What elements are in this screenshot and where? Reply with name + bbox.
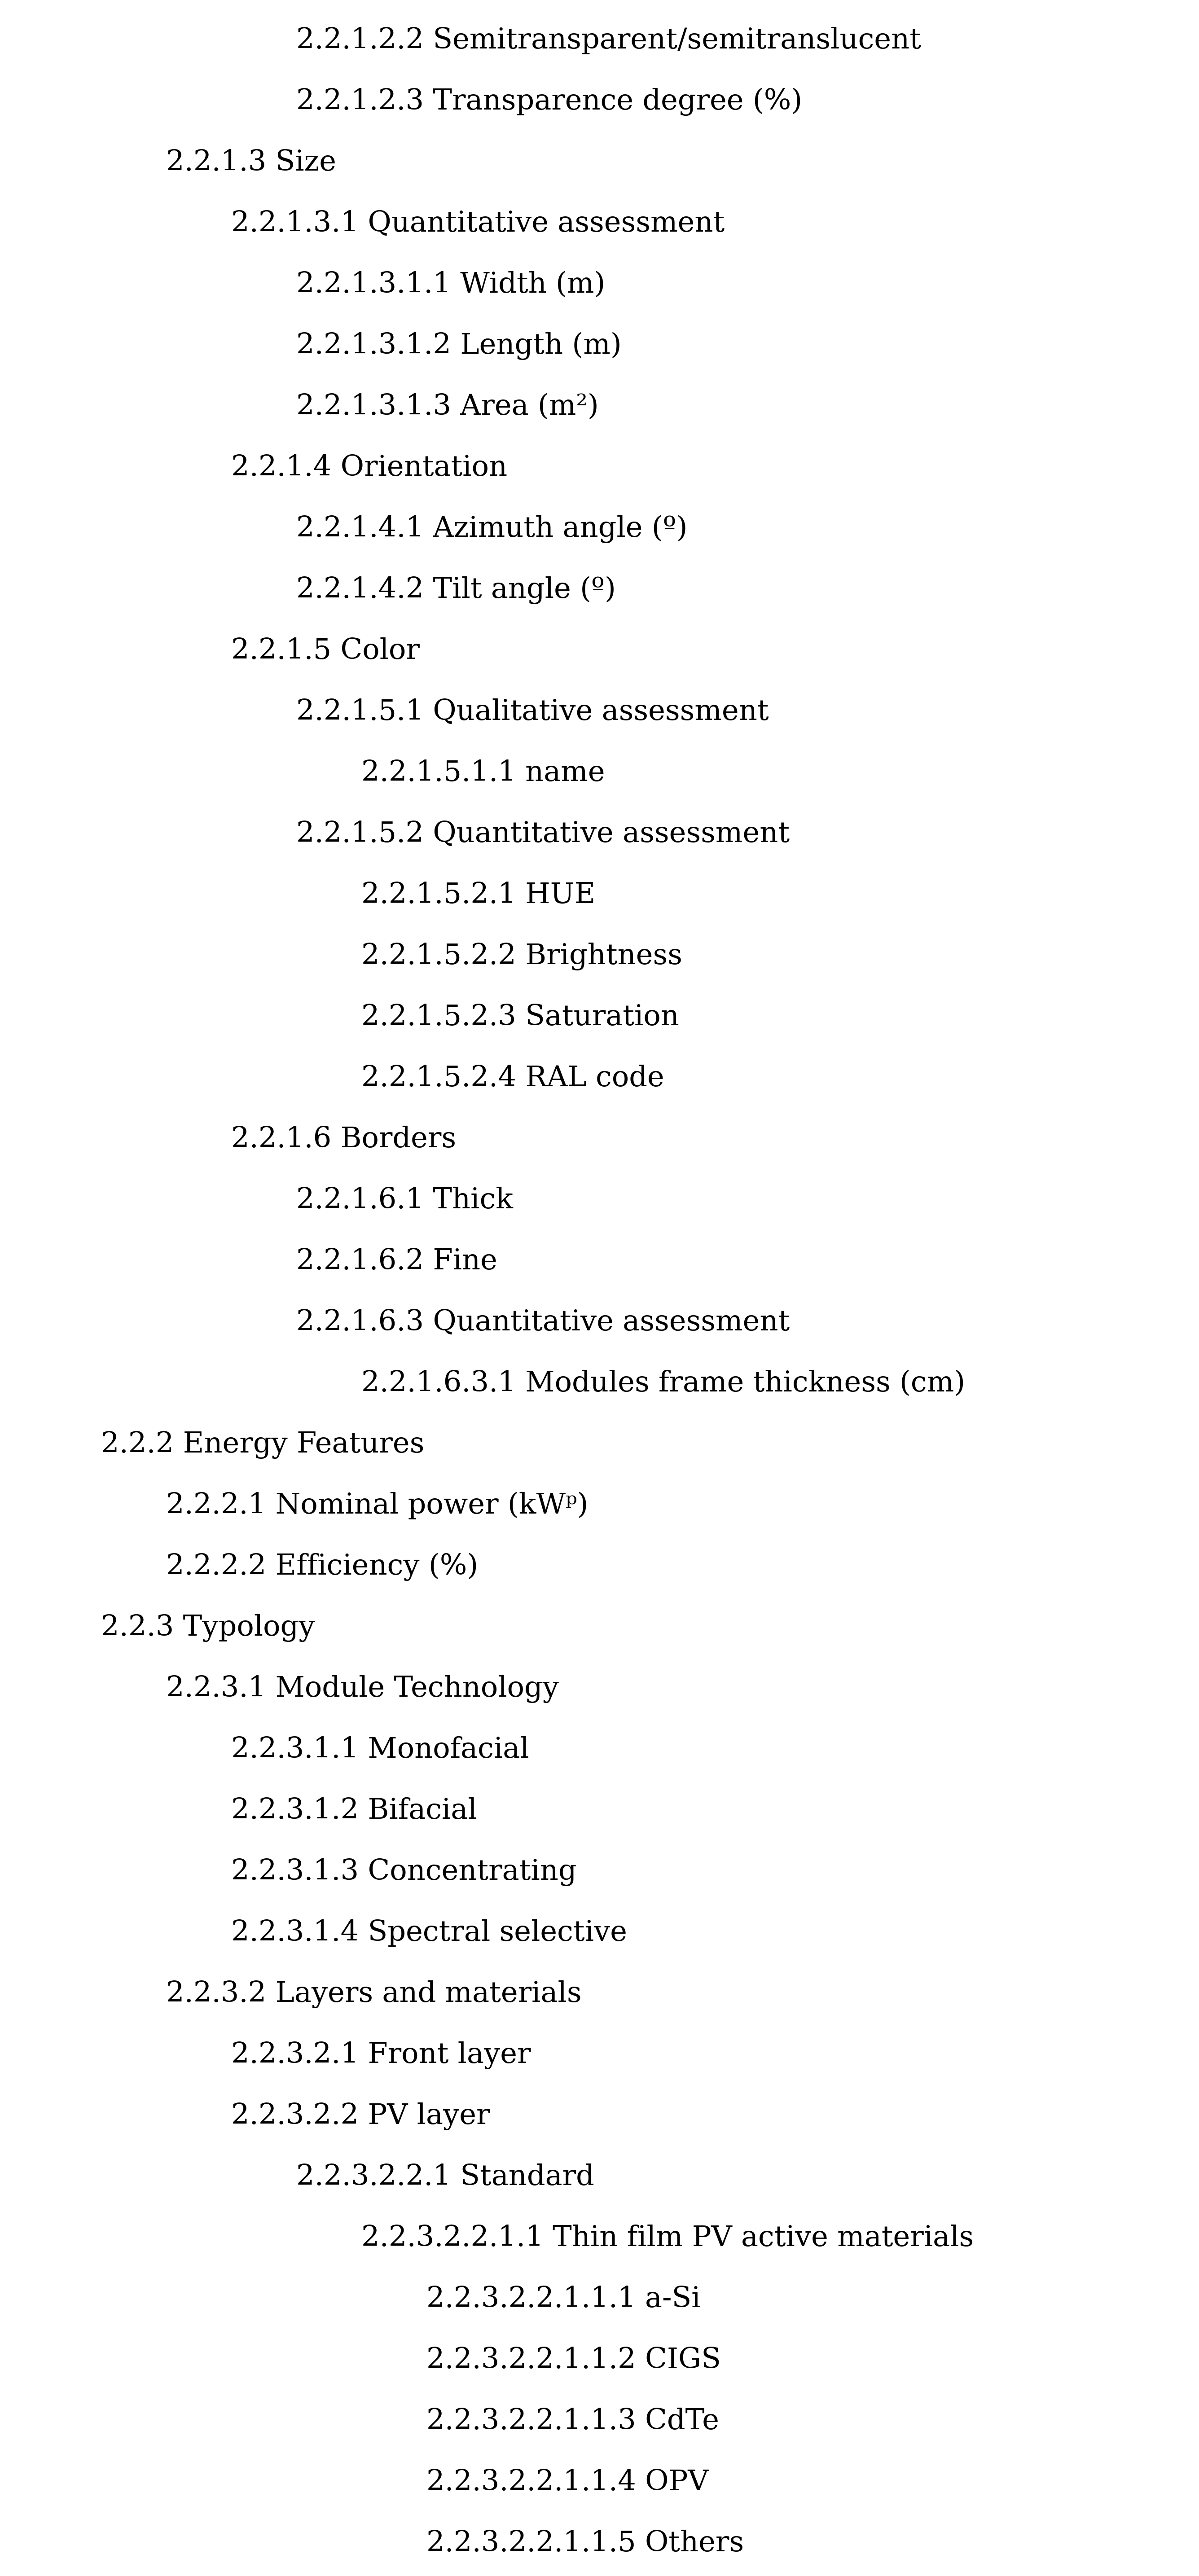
Text: 2.2.3.2.2.1.1.3 CdTe: 2.2.3.2.2.1.1.3 CdTe (427, 2409, 719, 2434)
Text: 2.2.2.1 Nominal power (kWᵖ): 2.2.2.1 Nominal power (kWᵖ) (167, 1492, 589, 1520)
Text: 2.2.1.6.3 Quantitative assessment: 2.2.1.6.3 Quantitative assessment (296, 1309, 790, 1337)
Text: 2.2.1.3.1 Quantitative assessment: 2.2.1.3.1 Quantitative assessment (231, 211, 724, 237)
Text: 2.2.1.6.1 Thick: 2.2.1.6.1 Thick (296, 1188, 513, 1213)
Text: 2.2.1.3 Size: 2.2.1.3 Size (167, 149, 336, 175)
Text: 2.2.3.2 Layers and materials: 2.2.3.2 Layers and materials (167, 1981, 582, 2009)
Text: 2.2.1.6 Borders: 2.2.1.6 Borders (231, 1126, 456, 1154)
Text: 2.2.1.4.1 Azimuth angle (º): 2.2.1.4.1 Azimuth angle (º) (296, 515, 687, 544)
Text: 2.2.3.1.1 Monofacial: 2.2.3.1.1 Monofacial (231, 1736, 529, 1765)
Text: 2.2.1.5 Color: 2.2.1.5 Color (231, 636, 420, 665)
Text: 2.2.1.5.2 Quantitative assessment: 2.2.1.5.2 Quantitative assessment (296, 822, 790, 848)
Text: 2.2.1.5.1 Qualitative assessment: 2.2.1.5.1 Qualitative assessment (296, 698, 769, 726)
Text: 2.2.1.2.2 Semitransparent/semitranslucent: 2.2.1.2.2 Semitransparent/semitranslucen… (296, 26, 921, 54)
Text: 2.2.3.2.2.1.1.1 a-Si: 2.2.3.2.2.1.1.1 a-Si (427, 2285, 700, 2313)
Text: 2.2.3.2.2.1.1 Thin film PV active materials: 2.2.3.2.2.1.1 Thin film PV active materi… (361, 2226, 974, 2251)
Text: 2.2.1.5.1.1 name: 2.2.1.5.1.1 name (361, 760, 605, 786)
Text: 2.2.1.3.1.2 Length (m): 2.2.1.3.1.2 Length (m) (296, 332, 621, 361)
Text: 2.2.1.2.3 Transparence degree (%): 2.2.1.2.3 Transparence degree (%) (296, 88, 802, 116)
Text: 2.2.3.2.2.1.1.2 CIGS: 2.2.3.2.2.1.1.2 CIGS (427, 2347, 721, 2375)
Text: 2.2.1.4.2 Tilt angle (º): 2.2.1.4.2 Tilt angle (º) (296, 577, 616, 605)
Text: 2.2.1.5.2.3 Saturation: 2.2.1.5.2.3 Saturation (361, 1005, 679, 1030)
Text: 2.2.3.1.4 Spectral selective: 2.2.3.1.4 Spectral selective (231, 1919, 627, 1947)
Text: 2.2.3.2.2.1 Standard: 2.2.3.2.2.1 Standard (296, 2164, 595, 2192)
Text: 2.2.1.6.2 Fine: 2.2.1.6.2 Fine (296, 1247, 498, 1275)
Text: 2.2.3.2.2 PV layer: 2.2.3.2.2 PV layer (231, 2102, 490, 2130)
Text: 2.2.3.2.1 Front layer: 2.2.3.2.1 Front layer (231, 2040, 531, 2069)
Text: 2.2.3.2.2.1.1.5 Others: 2.2.3.2.2.1.1.5 Others (427, 2530, 743, 2558)
Text: 2.2.1.4 Orientation: 2.2.1.4 Orientation (231, 453, 507, 482)
Text: 2.2.1.5.2.1 HUE: 2.2.1.5.2.1 HUE (361, 881, 596, 909)
Text: 2.2.2 Energy Features: 2.2.2 Energy Features (101, 1430, 424, 1458)
Text: 2.2.3.1 Module Technology: 2.2.3.1 Module Technology (167, 1674, 559, 1703)
Text: 2.2.1.6.3.1 Modules frame thickness (cm): 2.2.1.6.3.1 Modules frame thickness (cm) (361, 1370, 965, 1396)
Text: 2.2.1.5.2.2 Brightness: 2.2.1.5.2.2 Brightness (361, 943, 682, 971)
Text: 2.2.3 Typology: 2.2.3 Typology (101, 1615, 315, 1641)
Text: 2.2.3.2.2.1.1.4 OPV: 2.2.3.2.2.1.1.4 OPV (427, 2468, 709, 2496)
Text: 2.2.1.3.1.3 Area (m²): 2.2.1.3.1.3 Area (m²) (296, 394, 598, 420)
Text: 2.2.3.1.3 Concentrating: 2.2.3.1.3 Concentrating (231, 1857, 577, 1886)
Text: 2.2.3.1.2 Bifacial: 2.2.3.1.2 Bifacial (231, 1798, 477, 1824)
Text: 2.2.1.5.2.4 RAL code: 2.2.1.5.2.4 RAL code (361, 1064, 664, 1092)
Text: 2.2.1.3.1.1 Width (m): 2.2.1.3.1.1 Width (m) (296, 270, 605, 299)
Text: 2.2.2.2 Efficiency (%): 2.2.2.2 Efficiency (%) (167, 1553, 478, 1582)
